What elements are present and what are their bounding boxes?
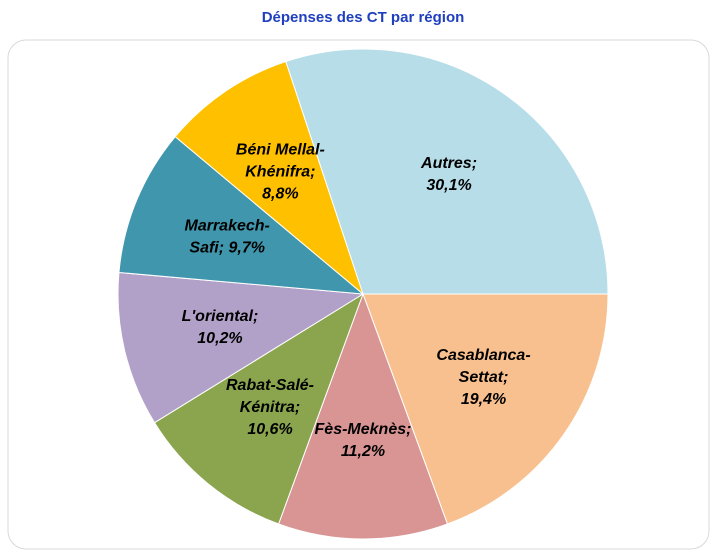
pie-slice — [118, 135, 365, 295]
data-label: Casablanca-Settat; 19,4% — [436, 347, 530, 408]
pie-slice — [174, 60, 365, 296]
data-label: Béni Mellal-Khénifra; 8,8% — [236, 142, 325, 203]
chart-title: Dépenses des CT par région — [262, 9, 465, 26]
pie-slice — [285, 48, 609, 295]
pie-slice — [153, 292, 364, 525]
data-label: Fès-Meknès; 11,2% — [315, 421, 412, 460]
data-label: Autres; 30,1% — [420, 155, 477, 194]
data-label: L'oriental; 10,2% — [182, 308, 259, 347]
pie-slice — [117, 271, 365, 424]
data-label: Rabat-Salé-Kénitra; 10,6% — [226, 377, 314, 438]
pie-slice — [362, 293, 609, 525]
pie-slice — [277, 292, 449, 540]
data-label: Marrakech-Safi; 9,7% — [185, 218, 270, 257]
